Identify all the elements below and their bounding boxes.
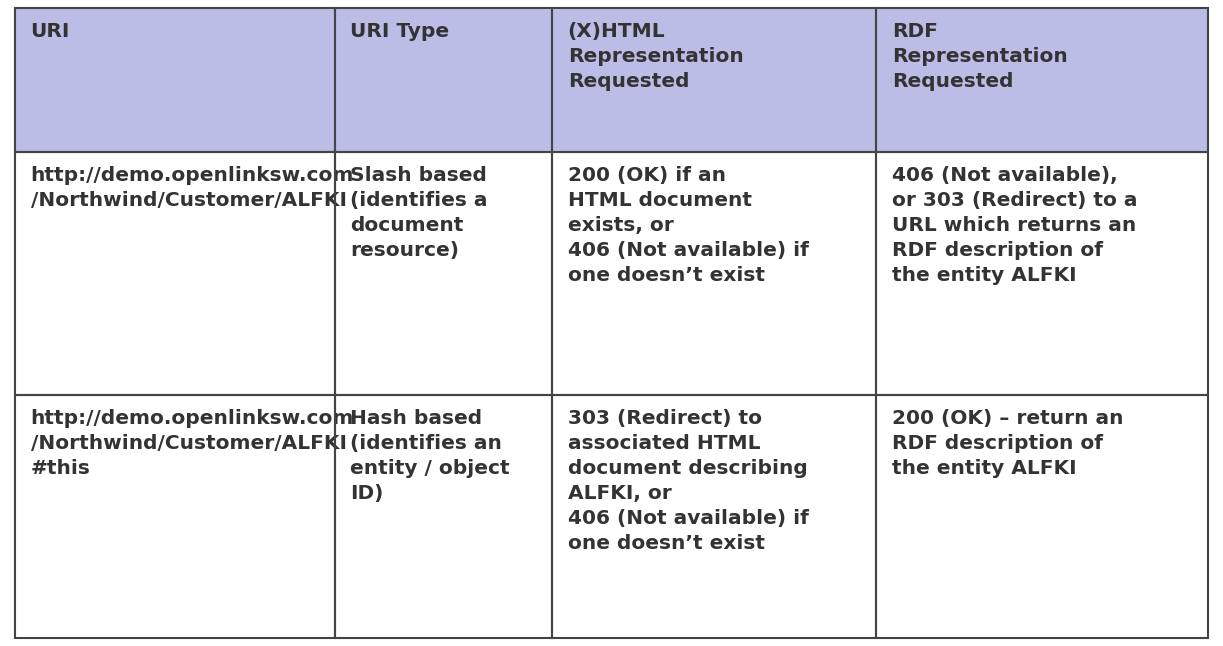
- Text: 200 (OK) – return an
RDF description of
the entity ALFKI: 200 (OK) – return an RDF description of …: [893, 409, 1124, 478]
- Bar: [552, 8, 877, 152]
- Bar: [335, 152, 552, 395]
- Bar: [335, 152, 552, 395]
- Bar: [877, 152, 1208, 395]
- Bar: [335, 8, 552, 152]
- Bar: [15, 152, 335, 395]
- Text: 200 (OK) if an
HTML document
exists, or
406 (Not available) if
one doesn’t exist: 200 (OK) if an HTML document exists, or …: [567, 166, 808, 285]
- Bar: [552, 8, 877, 152]
- Bar: [15, 8, 335, 152]
- Text: http://demo.openlinksw.com
/Northwind/Customer/ALFKI
#this: http://demo.openlinksw.com /Northwind/Cu…: [31, 409, 353, 478]
- Text: URI: URI: [31, 22, 70, 41]
- Bar: [15, 8, 335, 152]
- Text: URI Type: URI Type: [351, 22, 450, 41]
- Bar: [15, 395, 335, 638]
- Bar: [15, 395, 335, 638]
- Text: 303 (Redirect) to
associated HTML
document describing
ALFKI, or
406 (Not availab: 303 (Redirect) to associated HTML docume…: [567, 409, 808, 553]
- Bar: [552, 395, 877, 638]
- Text: Slash based
(identifies a
document
resource): Slash based (identifies a document resou…: [351, 166, 488, 260]
- Bar: [877, 8, 1208, 152]
- Bar: [335, 395, 552, 638]
- Bar: [552, 152, 877, 395]
- Bar: [877, 395, 1208, 638]
- Text: (X)HTML
Representation
Requested: (X)HTML Representation Requested: [567, 22, 744, 91]
- Bar: [335, 8, 552, 152]
- Bar: [877, 152, 1208, 395]
- Bar: [15, 152, 335, 395]
- Bar: [552, 152, 877, 395]
- Text: Hash based
(identifies an
entity / object
ID): Hash based (identifies an entity / objec…: [351, 409, 510, 503]
- Bar: [552, 395, 877, 638]
- Text: RDF
Representation
Requested: RDF Representation Requested: [893, 22, 1068, 91]
- Bar: [335, 395, 552, 638]
- Bar: [877, 8, 1208, 152]
- Text: 406 (Not available),
or 303 (Redirect) to a
URL which returns an
RDF description: 406 (Not available), or 303 (Redirect) t…: [893, 166, 1137, 285]
- Bar: [877, 395, 1208, 638]
- Text: http://demo.openlinksw.com
/Northwind/Customer/ALFKI: http://demo.openlinksw.com /Northwind/Cu…: [31, 166, 353, 210]
